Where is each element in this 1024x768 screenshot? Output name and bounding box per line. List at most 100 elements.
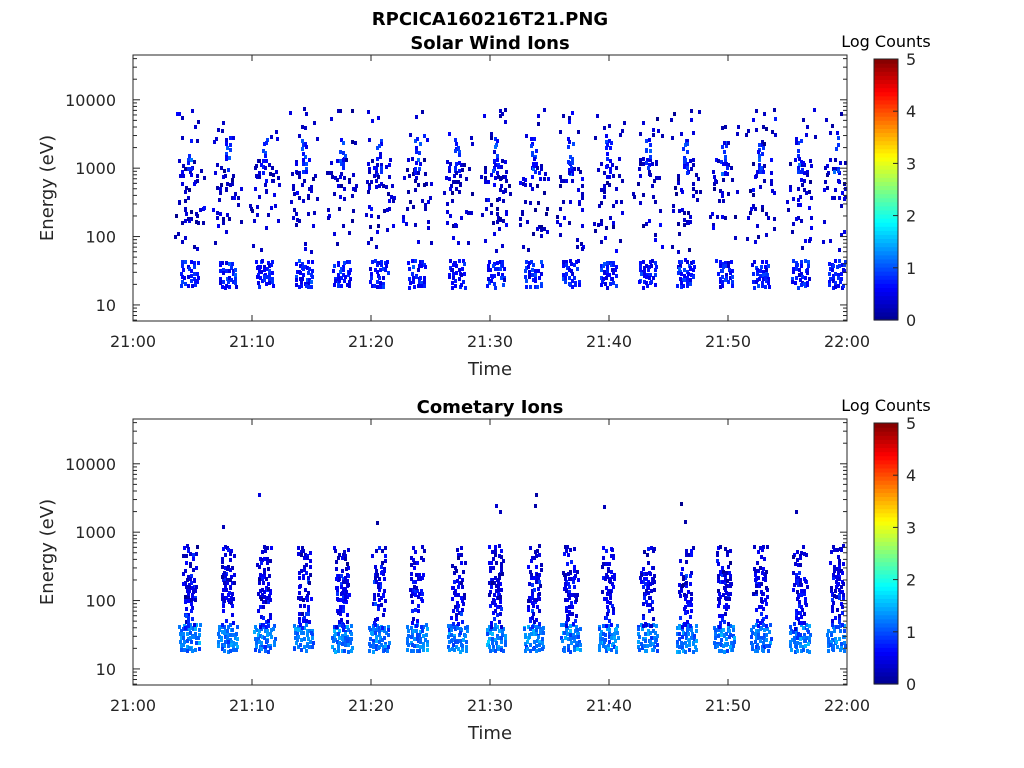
heatmap-cell <box>637 627 640 631</box>
heatmap-cell <box>508 184 511 188</box>
heatmap-cell <box>222 604 225 608</box>
heatmap-cell <box>834 188 837 192</box>
heatmap-cell <box>688 643 691 647</box>
heatmap-cell <box>727 261 730 265</box>
heatmap-cell <box>495 584 498 588</box>
heatmap-cell <box>526 220 529 224</box>
heatmap-cell <box>796 597 799 601</box>
heatmap-cell <box>295 262 298 266</box>
heatmap-cell <box>795 616 798 620</box>
heatmap-cell <box>757 636 760 640</box>
heatmap-cell <box>568 120 571 124</box>
heatmap-cell <box>228 276 231 280</box>
heatmap-cell <box>647 580 650 584</box>
heatmap-cell <box>798 600 801 604</box>
heatmap-cell <box>533 632 536 636</box>
colorbar-segment <box>874 59 898 64</box>
heatmap-cell <box>645 572 648 576</box>
heatmap-cell <box>340 574 343 578</box>
heatmap-cell <box>419 260 422 264</box>
heatmap-cell <box>608 619 611 623</box>
heatmap-cell <box>800 615 803 619</box>
heatmap-cell <box>601 565 604 569</box>
heatmap-cell <box>374 576 377 580</box>
heatmap-cell <box>605 226 608 230</box>
heatmap-cell <box>224 553 227 557</box>
heatmap-cell <box>415 115 418 119</box>
colorbar-tick-label: 0 <box>906 311 916 330</box>
heatmap-cell <box>720 649 723 653</box>
heatmap-cell <box>345 567 348 571</box>
heatmap-cell <box>753 545 756 549</box>
heatmap-cell <box>755 584 758 588</box>
heatmap-cell <box>252 244 255 248</box>
heatmap-cell <box>427 226 430 230</box>
heatmap-cell <box>804 239 807 243</box>
heatmap-cell <box>792 259 795 263</box>
heatmap-cell <box>378 640 381 644</box>
heatmap-cell <box>384 268 387 272</box>
heatmap-cell <box>556 215 559 219</box>
heatmap-cell <box>678 632 681 636</box>
heatmap-cell <box>612 225 615 229</box>
colorbar-segment <box>874 663 898 669</box>
heatmap-cell <box>568 585 571 589</box>
heatmap-cell <box>684 596 687 600</box>
heatmap-cell <box>570 269 573 273</box>
heatmap-cell <box>721 280 724 284</box>
heatmap-cell <box>678 260 681 264</box>
heatmap-cell <box>653 179 656 183</box>
heatmap-cell <box>681 642 684 646</box>
heatmap-cell <box>534 504 537 508</box>
heatmap-cell <box>835 147 838 151</box>
heatmap-cell <box>695 624 698 628</box>
heatmap-cell <box>253 630 256 634</box>
heatmap-cell <box>307 608 310 612</box>
heatmap-cell <box>792 555 795 559</box>
heatmap-cell <box>789 625 792 629</box>
heatmap-cell <box>499 612 502 616</box>
heatmap-cell <box>689 278 692 282</box>
heatmap-cell <box>227 593 230 597</box>
heatmap-cell <box>838 620 841 624</box>
heatmap-cell <box>234 281 237 285</box>
heatmap-cell <box>336 592 339 596</box>
heatmap-cell <box>756 224 759 228</box>
heatmap-cell <box>797 154 800 158</box>
heatmap-cell <box>825 118 828 122</box>
heatmap-cell <box>233 573 236 577</box>
heatmap-cell <box>301 147 304 151</box>
heatmap-cell <box>344 636 347 640</box>
heatmap-cell <box>302 170 305 174</box>
heatmap-cell <box>717 574 720 578</box>
heatmap-cell <box>535 625 538 629</box>
heatmap-cell <box>671 245 674 249</box>
heatmap-cell <box>298 620 301 624</box>
heatmap-cell <box>259 276 262 280</box>
heatmap-cell <box>529 643 532 647</box>
heatmap-cell <box>382 613 385 617</box>
heatmap-cell <box>488 645 491 649</box>
heatmap-cell <box>762 125 765 129</box>
heatmap-cell <box>538 276 541 280</box>
heatmap-cell <box>567 145 570 149</box>
heatmap-cell <box>181 275 184 279</box>
heatmap-cell <box>311 260 314 264</box>
heatmap-cell <box>300 284 303 288</box>
heatmap-cell <box>720 638 723 642</box>
heatmap-cell <box>573 645 576 649</box>
heatmap-cell <box>528 272 531 276</box>
heatmap-cell <box>259 265 262 269</box>
cometary-y-label: Energy (eV) <box>37 499 58 605</box>
heatmap-cell <box>568 221 571 225</box>
heatmap-cell <box>640 580 643 584</box>
heatmap-cell <box>654 268 657 272</box>
heatmap-cell <box>264 649 267 653</box>
heatmap-cell <box>608 124 611 128</box>
heatmap-cell <box>488 581 491 585</box>
heatmap-cell <box>349 641 352 645</box>
heatmap-cell <box>494 623 497 627</box>
heatmap-cell <box>351 109 354 113</box>
heatmap-cell <box>298 571 301 575</box>
heatmap-cell <box>251 209 254 213</box>
